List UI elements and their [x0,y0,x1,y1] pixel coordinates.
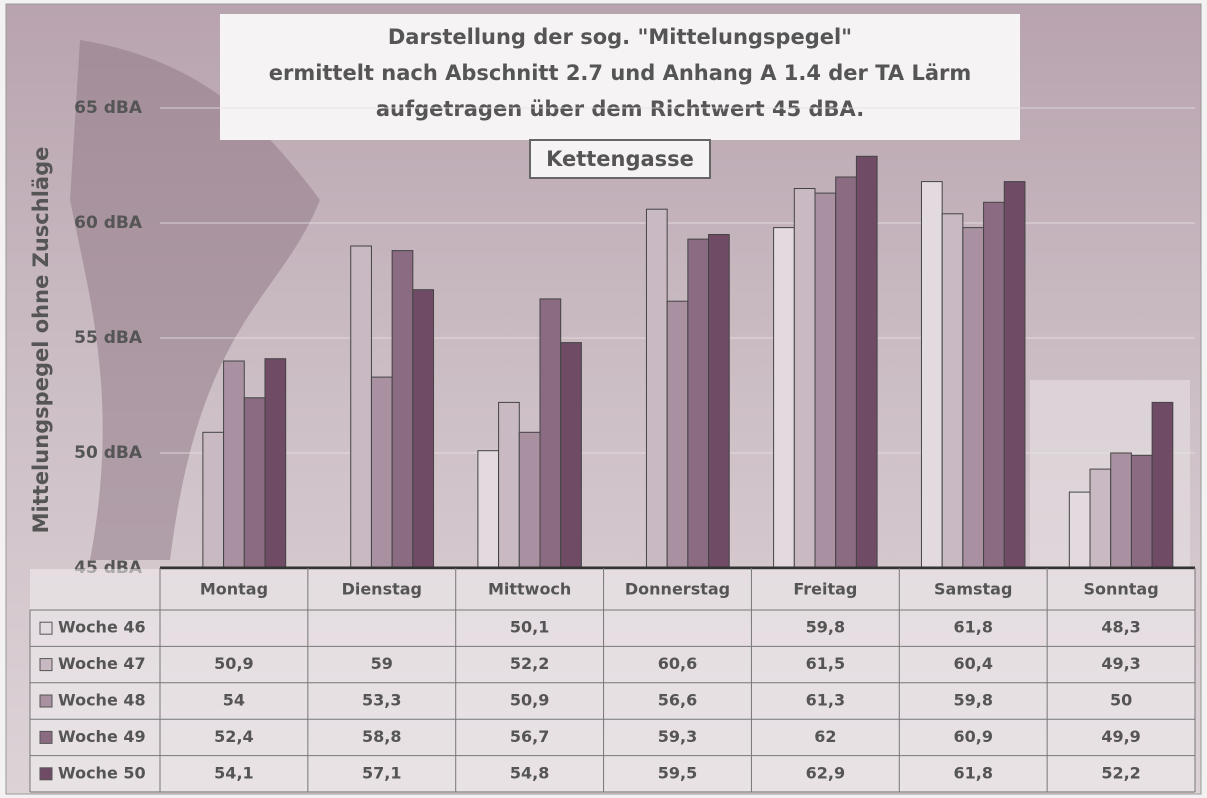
title-line: aufgetragen über dem Richtwert 45 dBA. [376,97,864,121]
table-value: 60,9 [953,727,992,746]
bar [774,228,795,568]
bar [1069,492,1090,568]
bar [856,156,877,568]
category-label: Sonntag [1083,580,1158,599]
table-value: 52,4 [214,727,253,746]
legend-label: Woche 47 [58,654,146,673]
table-value: 50,9 [510,691,549,710]
table-value: 59,8 [806,618,845,637]
bar [540,299,561,568]
table-value: 56,7 [510,727,549,746]
legend-key [40,731,52,743]
bar [815,193,836,568]
category-label: Freitag [793,580,857,599]
legend-label: Woche 49 [58,727,146,746]
title-line: ermittelt nach Abschnitt 2.7 und Anhang … [269,61,972,85]
bar [921,182,942,568]
table-value: 58,8 [362,727,401,746]
bar [1004,182,1025,568]
bar [963,228,984,568]
table-value: 59,5 [658,763,697,782]
legend-label: Woche 48 [58,691,146,710]
table-value: 54 [223,691,245,710]
bar [646,209,667,568]
bar [1131,455,1152,568]
bar [561,343,582,568]
bar [371,377,392,568]
bar [478,451,499,568]
table-value: 60,4 [953,654,992,673]
category-label: Montag [200,580,268,599]
bar [836,177,857,568]
bar [499,402,520,568]
y-tick-label: 65 dBA [74,98,143,118]
bar [519,432,540,568]
category-label: Samstag [934,580,1012,599]
bar [413,290,434,568]
bar [392,251,413,568]
legend-key [40,768,52,780]
table-value: 54,1 [214,763,253,782]
table-value: 59,8 [953,691,992,710]
table-value: 52,2 [510,654,549,673]
chart: Darstellung der sog. "Mittelungspegel" e… [0,0,1207,798]
table-value: 53,3 [362,691,401,710]
bar [203,432,224,568]
table-value: 48,3 [1101,618,1140,637]
category-label: Mittwoch [488,580,571,599]
table-value: 59,3 [658,727,697,746]
page: Darstellung der sog. "Mittelungspegel" e… [0,0,1207,798]
bar [688,239,709,568]
table-value: 57,1 [362,763,401,782]
table-value: 62,9 [806,763,845,782]
bar [265,359,286,568]
bar [709,235,730,569]
bar [351,246,372,568]
y-axis-label: Mittelungspegel ohne Zuschläge [29,147,53,534]
table-bg [30,569,1195,791]
category-label: Dienstag [342,580,422,599]
bar [224,361,245,568]
legend-label: Woche 46 [58,618,146,637]
legend-key [40,695,52,707]
bar [794,189,815,569]
title-line: Darstellung der sog. "Mittelungspegel" [388,25,852,49]
bar [984,202,1005,568]
table-value: 59 [371,654,393,673]
table-value: 50 [1110,691,1132,710]
table-value: 49,9 [1101,727,1140,746]
category-label: Donnerstag [625,580,730,599]
bar [942,214,963,568]
table-value: 60,6 [658,654,697,673]
bar [667,301,688,568]
table-value: 61,5 [806,654,845,673]
legend-key [40,622,52,634]
bar [1090,469,1111,568]
table-value: 61,8 [953,763,992,782]
y-tick-label: 50 dBA [74,443,143,463]
table-value: 54,8 [510,763,549,782]
table-value: 50,1 [510,618,549,637]
table-value: 56,6 [658,691,697,710]
legend-label: Woche 50 [58,763,146,782]
y-tick-label: 60 dBA [74,213,143,233]
table-value: 62 [814,727,836,746]
subtitle: Kettengasse [546,147,694,171]
table-value: 61,8 [953,618,992,637]
table-value: 49,3 [1101,654,1140,673]
legend-key [40,659,52,671]
bar [1152,402,1173,568]
table-value: 52,2 [1101,763,1140,782]
y-tick-label: 55 dBA [74,328,143,348]
bar [244,398,265,568]
bar [1111,453,1132,568]
table-value: 61,3 [806,691,845,710]
table-value: 50,9 [214,654,253,673]
